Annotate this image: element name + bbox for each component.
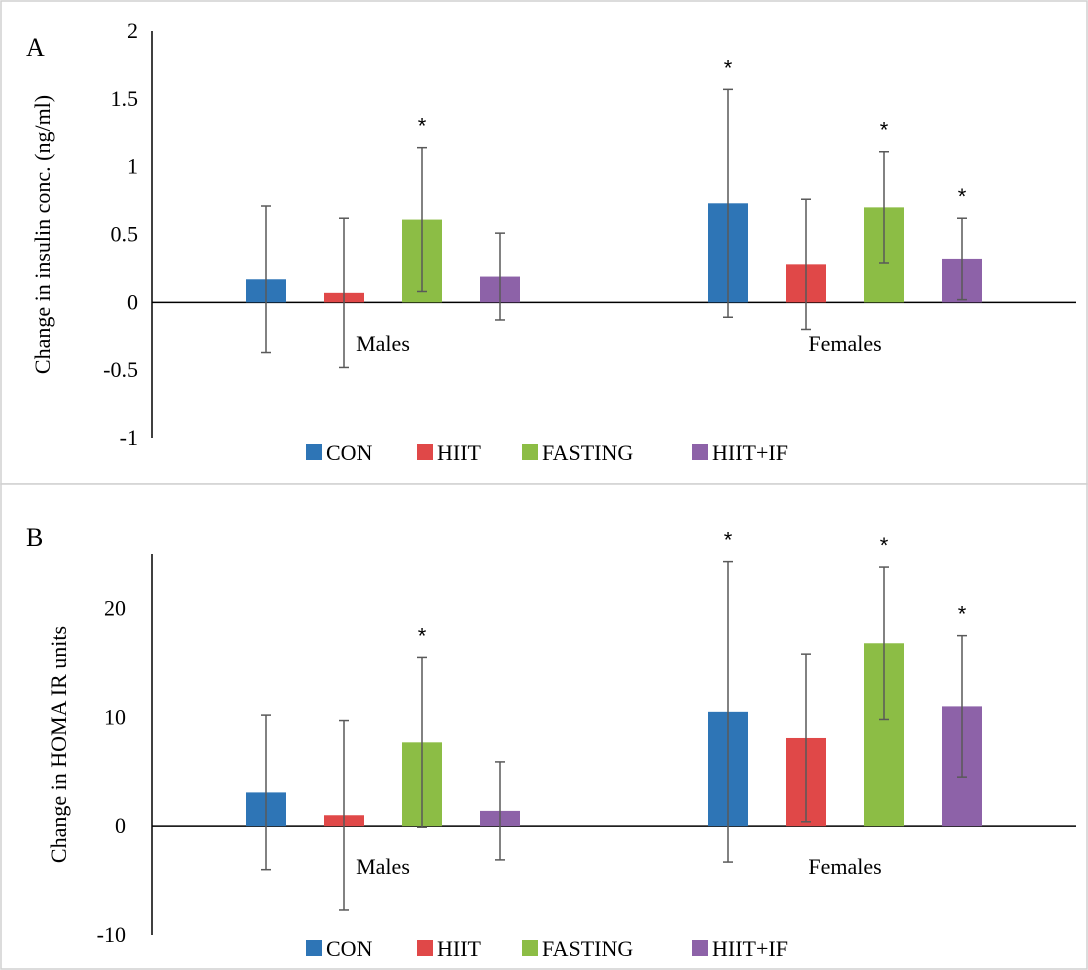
significance-star: * [958,184,967,209]
legend-label: HIIT [437,440,482,465]
panel-a-frame [0,0,1088,485]
y-tick-label: -0.5 [103,357,138,382]
y-tick-label: 1 [127,154,138,179]
significance-star: * [880,118,889,143]
panel-b-chart: B 20 10 0 -10 Change in HOMA IR units * Males * *… [26,523,1076,961]
significance-star: * [724,528,733,553]
legend-label: HIIT [437,936,482,961]
category-label: Males [356,331,410,356]
category-label: Females [808,854,881,879]
category-label: Females [808,331,881,356]
legend-swatch [417,444,433,460]
legend-swatch [692,444,708,460]
category-label: Males [356,854,410,879]
panel-label: A [26,33,45,62]
panel-label: B [26,523,43,552]
y-tick-label: 2 [127,18,138,43]
legend-swatch [522,444,538,460]
legend-swatch [522,940,538,956]
y-axis-label: Change in insulin conc. (ng/ml) [30,95,55,374]
y-tick-label: 10 [104,704,126,729]
y-tick-label: -1 [120,425,138,450]
panel-b-frame [0,483,1088,970]
y-tick-label: 0.5 [111,222,139,247]
y-tick-label: 20 [104,595,126,620]
legend-label: HIIT+IF [712,936,788,961]
significance-star: * [724,55,733,80]
legend-swatch [306,444,322,460]
y-axis-label: Change in HOMA IR units [46,626,71,863]
legend-label: FASTING [542,440,633,465]
y-tick-label: -10 [97,922,126,947]
y-tick-label: 0 [127,289,138,314]
legend-label: CON [326,936,373,961]
legend-swatch [692,940,708,956]
y-tick-label: 0 [115,813,126,838]
panel-a-chart: A 2 1.5 1 0.5 0 -0.5 -1 Change in insulin conc. … [26,18,1076,465]
legend-label: FASTING [542,936,633,961]
legend-swatch [306,940,322,956]
legend-label: CON [326,440,373,465]
legend-swatch [417,940,433,956]
significance-star: * [958,602,967,627]
significance-star: * [418,623,427,648]
y-tick-label: 1.5 [111,86,139,111]
significance-star: * [880,533,889,558]
significance-star: * [418,114,427,139]
legend-label: HIIT+IF [712,440,788,465]
